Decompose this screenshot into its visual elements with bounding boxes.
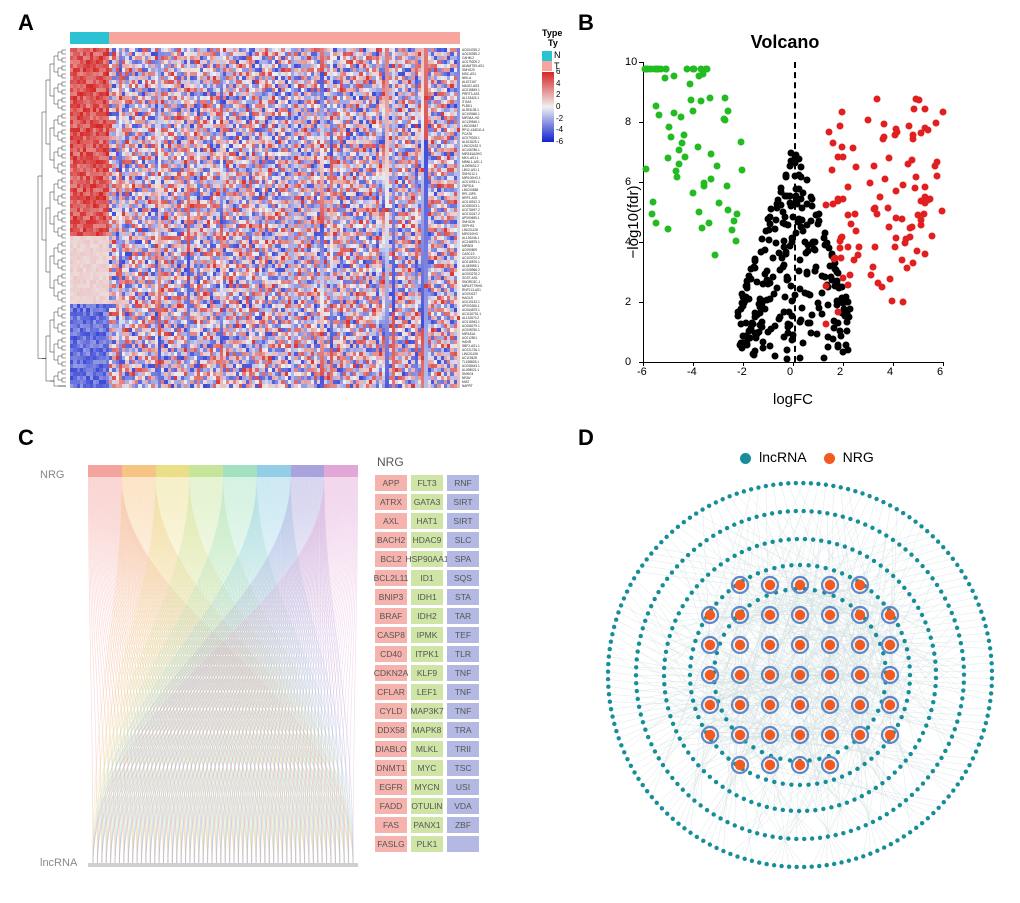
legend-dot-nrg: [824, 453, 835, 464]
panel-label-b: B: [578, 10, 594, 36]
sankey-body: NRG lncRNA: [40, 455, 370, 875]
panel-d-network: lncRNA NRG: [600, 445, 1000, 885]
network-svg: [600, 475, 1000, 875]
panel-a-heatmap: AC004765.2AC026355.2CAHM.2AC079209.2ADAM…: [30, 32, 530, 402]
volcano-xlabel: logFC: [643, 391, 943, 408]
heatmap-type-label: Type: [542, 28, 562, 38]
sankey-bottom-label: lncRNA: [40, 857, 77, 869]
heatmap-colorbar-ticks: 6420-2-4-6: [556, 68, 563, 146]
heatmap-annotation-bar: [70, 32, 460, 44]
volcano-title: Volcano: [595, 32, 975, 53]
nrg-legend-title: NRG: [377, 455, 575, 469]
volcano-plot-area: [643, 62, 944, 363]
heatmap-type-legend: Type Ty NT: [542, 28, 562, 71]
panel-label-d: D: [578, 425, 594, 451]
heatmap-colorbar-legend: 6420-2-4-6: [542, 72, 554, 142]
heatmap-body: [70, 48, 460, 388]
nrg-legend-columns: APPATRXAXLBACH2BCL2BCL2L11BNIP3BRAFCASP8…: [375, 473, 575, 853]
network-legend: lncRNA NRG: [600, 449, 1000, 465]
legend-label-nrg: NRG: [843, 449, 874, 465]
legend-label-lncrna: lncRNA: [759, 449, 806, 465]
panel-c-sankey: NRG lncRNA NRG APPATRXAXLBACH2BCL2BCL2L1…: [30, 445, 550, 885]
legend-dot-lncrna: [740, 453, 751, 464]
heatmap-dendrogram: [30, 48, 68, 388]
sankey-nrg-bar: [88, 465, 358, 477]
heatmap-colorbar: [542, 72, 554, 142]
heatmap-row-labels: AC004765.2AC026355.2CAHM.2AC079209.2ADAM…: [462, 48, 532, 388]
dendrogram-svg: [30, 48, 68, 388]
panel-b-volcano: Volcano logFC −log10(fdr) -6-4-20246 024…: [595, 32, 975, 412]
nrg-legend: NRG APPATRXAXLBACH2BCL2BCL2L11BNIP3BRAFC…: [375, 455, 575, 853]
sankey-top-label: NRG: [40, 469, 64, 481]
sankey-flow-svg: [88, 477, 358, 867]
figure-root: A B C D AC004765.2AC026355.2CAHM.2AC0792…: [0, 0, 1020, 903]
heatmap-type-ty: Ty: [548, 38, 558, 48]
